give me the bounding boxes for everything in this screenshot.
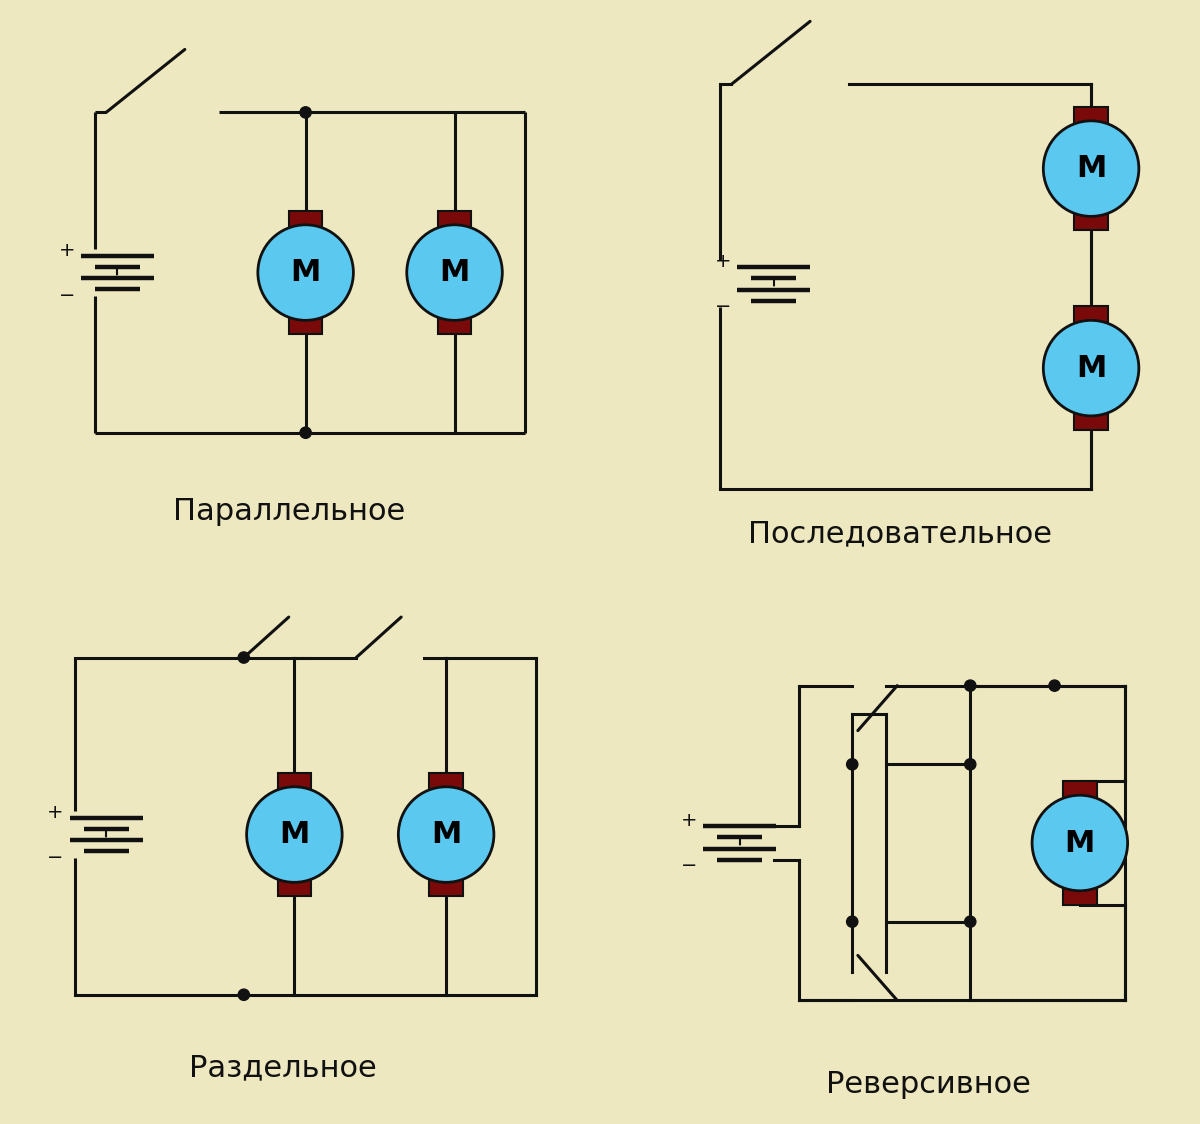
Text: М: М [1076,354,1106,382]
Bar [1063,781,1097,798]
Text: +: + [47,803,64,822]
Text: М: М [290,259,320,287]
Circle shape [965,759,976,770]
Circle shape [965,916,976,927]
Text: М: М [1064,828,1096,858]
Text: −: − [59,285,74,305]
Text: +: + [682,812,697,830]
Bar [430,773,463,789]
Text: +: + [59,241,76,260]
Text: М: М [439,259,469,287]
Bar [277,879,311,897]
Text: −: − [47,847,64,867]
Circle shape [238,989,250,1000]
Text: Раздельное: Раздельное [190,1053,377,1082]
Bar [1074,306,1108,324]
Circle shape [965,680,976,691]
Circle shape [1032,796,1128,890]
Circle shape [398,787,494,882]
Bar [1074,414,1108,430]
Circle shape [407,225,503,320]
Circle shape [1049,680,1060,691]
Bar [1063,888,1097,905]
Bar [438,211,472,227]
Text: Реверсивное: Реверсивное [826,1070,1031,1099]
Bar [430,879,463,897]
Circle shape [847,916,858,927]
Bar [438,317,472,335]
Bar [1074,214,1108,230]
Bar [289,317,323,335]
Text: −: − [682,856,697,874]
Circle shape [1043,320,1139,416]
Circle shape [847,759,858,770]
Text: Параллельное: Параллельное [173,497,404,526]
Circle shape [247,787,342,882]
Text: +: + [715,252,731,271]
Bar [289,211,323,227]
Text: М: М [1076,154,1106,183]
Circle shape [300,427,311,438]
Circle shape [258,225,353,320]
Circle shape [1043,121,1139,216]
Circle shape [238,652,250,663]
Circle shape [300,107,311,118]
Bar [1074,107,1108,124]
Text: Последовательное: Последовательное [748,519,1052,549]
Text: М: М [431,821,461,849]
Text: −: − [715,297,731,316]
Text: М: М [280,821,310,849]
Bar [277,773,311,789]
